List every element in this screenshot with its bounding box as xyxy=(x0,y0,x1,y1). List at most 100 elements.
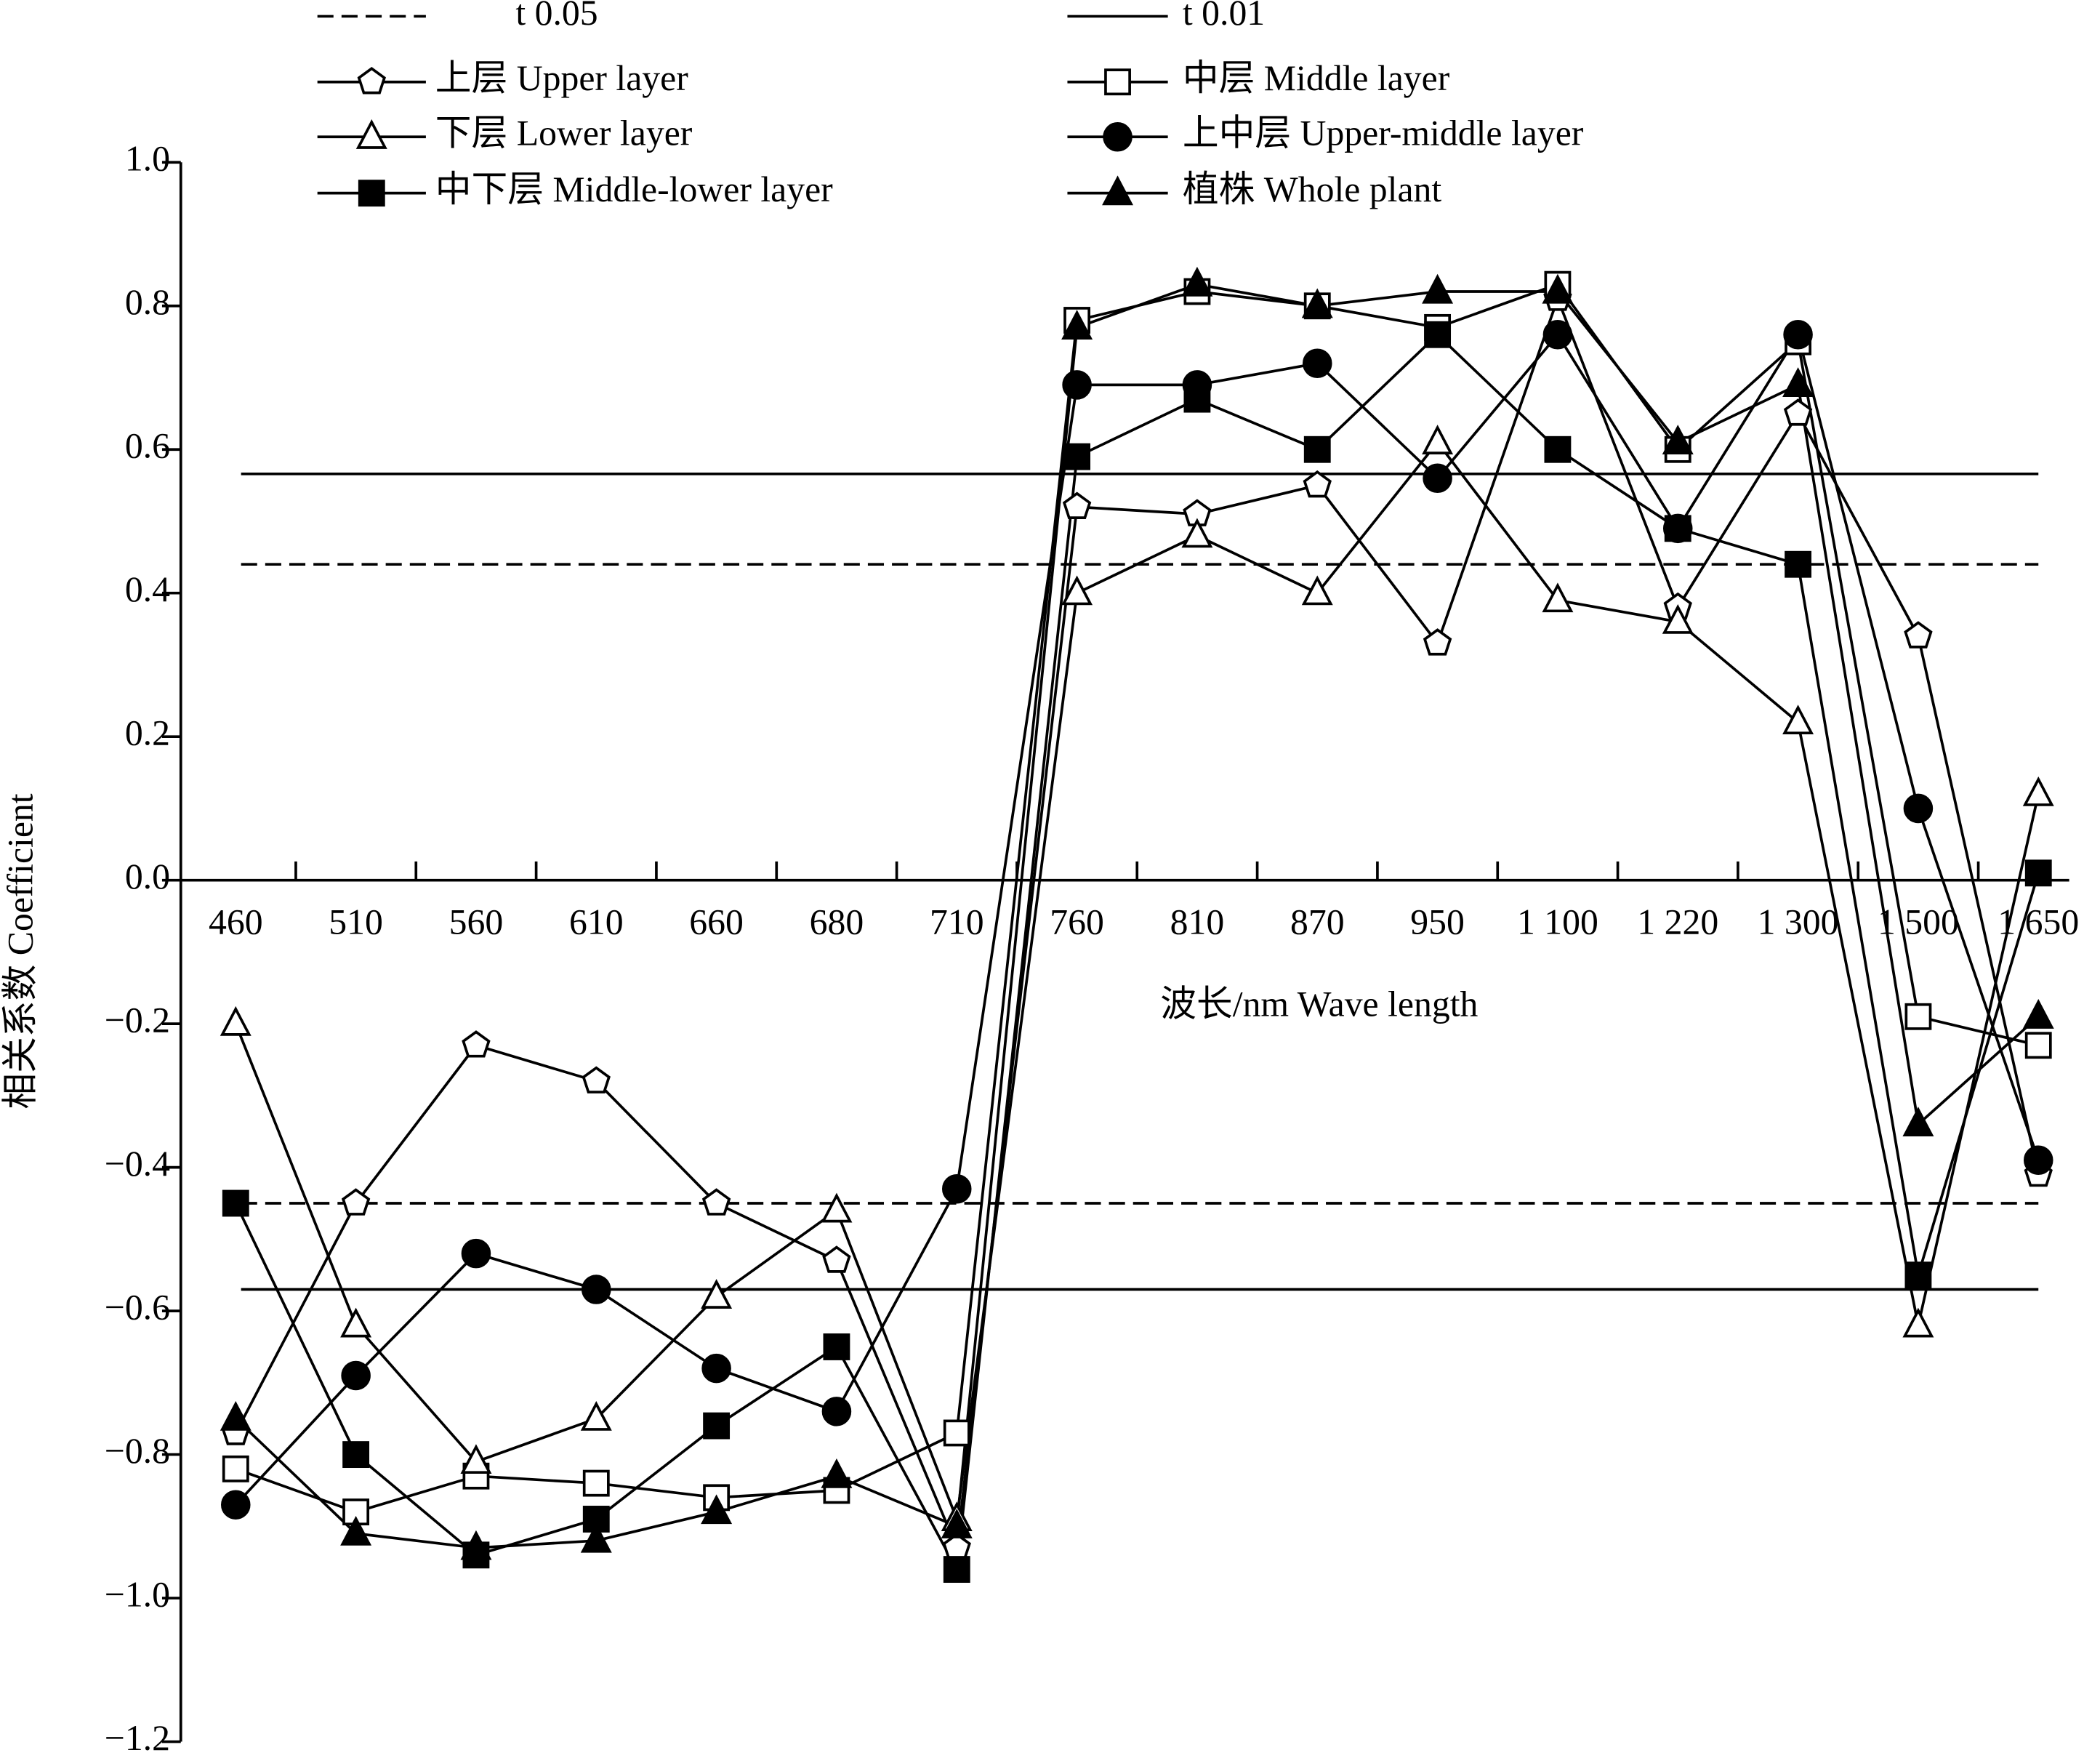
x-tick-label: 810 xyxy=(1170,902,1225,942)
marker xyxy=(701,1279,733,1309)
marker xyxy=(1183,385,1211,413)
marker xyxy=(1904,1003,1932,1030)
marker xyxy=(821,1192,853,1223)
marker xyxy=(1301,288,1333,318)
legend-marker xyxy=(358,180,385,207)
marker xyxy=(1782,705,1814,735)
x-tick-label: 510 xyxy=(329,902,383,942)
marker xyxy=(823,1333,850,1360)
x-tick-label: 1 100 xyxy=(1517,902,1598,942)
legend-marker xyxy=(1104,68,1131,96)
marker xyxy=(943,1419,970,1447)
marker xyxy=(822,1245,851,1273)
x-tick-label: 610 xyxy=(569,902,624,942)
y-tick-label: 0.2 xyxy=(125,713,170,753)
marker xyxy=(1904,1261,1932,1289)
x-tick-label: 1 300 xyxy=(1758,902,1839,942)
marker xyxy=(1662,603,1694,634)
legend-label: 中下层 Middle-lower layer xyxy=(435,169,833,209)
marker xyxy=(701,1353,731,1384)
marker xyxy=(1782,367,1814,397)
marker xyxy=(1424,321,1452,348)
y-tick-label: −0.6 xyxy=(105,1288,170,1328)
marker xyxy=(821,1397,852,1426)
legend-label: 植株 Whole plant xyxy=(1183,169,1442,209)
marker xyxy=(340,1307,372,1338)
marker xyxy=(1303,470,1332,498)
marker xyxy=(582,1066,611,1093)
marker xyxy=(220,1006,252,1036)
marker xyxy=(1423,463,1452,493)
marker xyxy=(1783,398,1813,426)
marker xyxy=(1662,425,1694,454)
marker xyxy=(821,1458,853,1488)
marker xyxy=(703,1412,731,1440)
y-tick-label: 0.6 xyxy=(125,426,170,466)
marker xyxy=(222,1189,249,1217)
series-line xyxy=(235,283,2040,1549)
series-line xyxy=(234,332,2040,1574)
y-tick-label: 0.4 xyxy=(125,569,170,609)
marker xyxy=(1542,319,1573,350)
y-tick-label: −0.4 xyxy=(105,1144,170,1184)
marker xyxy=(941,1509,973,1538)
marker xyxy=(1302,348,1332,379)
marker xyxy=(1904,621,1933,649)
y-tick-label: −0.8 xyxy=(105,1431,170,1471)
series-line xyxy=(235,282,2039,1514)
marker xyxy=(341,1188,371,1216)
marker xyxy=(2024,1032,2052,1059)
y-axis-label: 相关系数 Coefficient xyxy=(1,793,41,1109)
legend-marker xyxy=(1102,175,1134,206)
marker xyxy=(460,1530,492,1560)
legend-marker xyxy=(357,67,386,95)
marker xyxy=(1062,491,1092,519)
marker xyxy=(2022,999,2054,1029)
x-tick-label: 680 xyxy=(810,902,864,942)
x-tick-label: 1 500 xyxy=(1878,902,1959,942)
marker xyxy=(1423,628,1452,656)
marker xyxy=(1061,310,1093,340)
marker xyxy=(1181,266,1213,297)
marker xyxy=(2023,1145,2053,1176)
marker xyxy=(2024,859,2052,887)
marker xyxy=(1181,518,1213,548)
marker xyxy=(342,1441,370,1469)
marker xyxy=(1902,1307,1934,1338)
marker xyxy=(1422,425,1454,454)
marker xyxy=(1061,575,1093,606)
marker xyxy=(341,1360,371,1391)
marker xyxy=(1063,443,1091,470)
legend-label: t 0.05 xyxy=(515,0,598,33)
marker xyxy=(582,1275,611,1304)
series-line xyxy=(234,440,2040,1520)
marker xyxy=(1303,436,1331,463)
x-tick-label: 560 xyxy=(449,902,504,942)
marker xyxy=(1783,319,1813,350)
marker xyxy=(221,1490,251,1520)
marker xyxy=(1542,273,1574,304)
marker xyxy=(220,1401,252,1431)
marker xyxy=(1542,582,1574,613)
legend-marker xyxy=(1103,122,1133,152)
marker xyxy=(462,1030,491,1058)
marker xyxy=(1422,273,1454,304)
legend-label: 上层 Upper layer xyxy=(435,58,688,98)
x-tick-label: 760 xyxy=(1050,902,1104,942)
x-tick-label: 660 xyxy=(689,902,744,942)
y-tick-label: −1.2 xyxy=(105,1718,170,1758)
legend-label: 上中层 Upper-middle layer xyxy=(1183,113,1584,153)
legend-label: t 0.01 xyxy=(1183,0,1265,33)
marker xyxy=(1664,515,1691,542)
marker xyxy=(1902,1107,1934,1136)
y-tick-label: −0.2 xyxy=(105,1000,170,1040)
legend-label: 中层 Middle layer xyxy=(1183,58,1450,98)
y-tick-label: 0.8 xyxy=(125,282,170,322)
y-tick-label: 1.0 xyxy=(125,139,170,179)
y-tick-label: 0.0 xyxy=(125,856,170,896)
x-axis-label: 波长/nm Wave length xyxy=(1160,984,1478,1024)
series-line xyxy=(234,331,2040,1506)
marker xyxy=(943,1556,970,1584)
y-tick-label: −1.0 xyxy=(105,1574,170,1614)
